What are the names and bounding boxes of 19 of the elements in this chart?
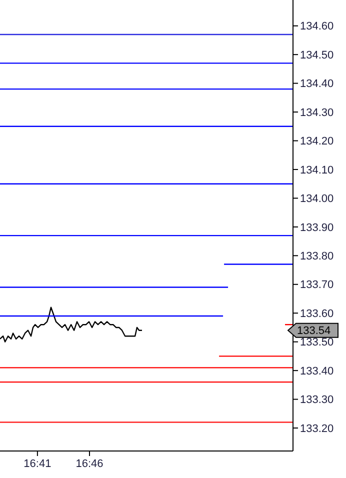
- y-tick-label: 134.20: [300, 136, 334, 148]
- y-tick-label: 133.50: [300, 336, 334, 349]
- y-tick-label: 134.50: [300, 49, 334, 62]
- y-tick-label: 133.40: [300, 365, 334, 378]
- y-tick-label: 134.40: [300, 78, 334, 90]
- text: 133.54: [297, 325, 331, 338]
- y-tick-label: 133.70: [300, 279, 334, 292]
- x-tick-label: 16:46: [76, 458, 104, 470]
- y-tick-label: 133.60: [300, 308, 334, 320]
- x-tick-label: 16:41: [24, 458, 52, 470]
- line-series: [0, 306, 143, 342]
- y-tick-label: 133.30: [300, 394, 334, 406]
- y-tick-label: 134.60: [300, 20, 334, 33]
- y-tick-label: 133.90: [300, 222, 334, 234]
- y-tick-label: 134.10: [300, 164, 334, 176]
- y-tick-label: 134.30: [300, 106, 334, 119]
- y-tick-label: 134.00: [300, 193, 334, 206]
- y-tick-label: 133.20: [300, 422, 334, 435]
- y-tick-label: 133.80: [300, 250, 334, 263]
